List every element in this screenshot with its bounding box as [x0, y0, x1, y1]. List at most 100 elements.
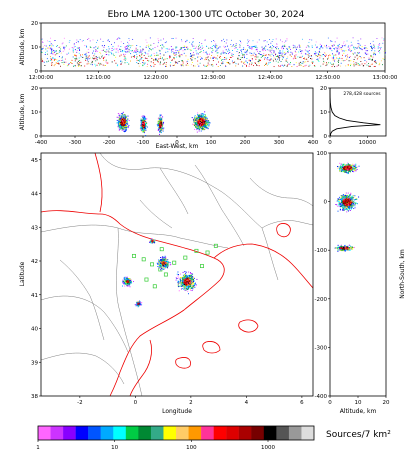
time-source-point [363, 48, 365, 50]
time-source-point [371, 46, 373, 48]
map-source-point [187, 276, 189, 278]
ns-source-point [352, 167, 354, 169]
time-source-point [169, 56, 171, 58]
time-source-point [165, 65, 167, 67]
time-source-point [217, 55, 219, 57]
ew-source-point [119, 127, 121, 129]
time-source-point [337, 64, 339, 66]
map-source-point [156, 262, 158, 264]
time-source-point [99, 64, 101, 66]
time-source-point [135, 47, 137, 49]
ew-source-point [140, 118, 142, 120]
ew-source-point [142, 126, 144, 128]
time-source-point [53, 60, 55, 62]
time-source-point [51, 49, 53, 51]
time-source-point [269, 46, 271, 48]
time-axes: 12:00:00 12:10:00 12:20:00 12:30:00 12:40:00… [29, 21, 398, 81]
time-source-point [129, 39, 130, 41]
time-source-point [357, 64, 359, 66]
time-source-point [307, 51, 309, 53]
ew-source-point [121, 121, 123, 123]
time-y-tick-label: 20 [31, 21, 38, 27]
map-source-point [169, 264, 171, 266]
ew-source-point [125, 122, 127, 124]
ew-source-point [128, 120, 130, 122]
ew-source-point [159, 133, 161, 135]
time-source-point [338, 53, 340, 55]
time-source-point [307, 60, 309, 62]
ew-source-point [124, 117, 126, 119]
time-source-point [360, 60, 362, 62]
map-source-point [167, 264, 169, 266]
time-source-point [41, 60, 43, 62]
time-source-point [371, 47, 372, 49]
time-source-point [54, 40, 56, 41]
ew-source-point [161, 123, 163, 125]
time-source-point [57, 45, 58, 47]
ew-source-point [160, 118, 162, 120]
time-source-point [343, 60, 345, 62]
time-source-point [176, 52, 177, 54]
map-source-point [184, 281, 186, 283]
time-source-point [145, 39, 147, 41]
ew-source-point [141, 125, 143, 127]
time-source-point [54, 54, 56, 56]
time-source-point [161, 58, 163, 60]
ew-source-point [143, 117, 145, 119]
time-source-point [269, 39, 271, 41]
time-source-point [223, 53, 225, 54]
map-source-point [167, 267, 169, 269]
time-source-point [186, 61, 188, 63]
time-source-point [157, 42, 159, 44]
ew-source-point [127, 127, 129, 129]
time-source-point [56, 45, 57, 47]
time-source-point [114, 48, 116, 50]
map-source-point [161, 258, 163, 260]
time-source-point [270, 55, 272, 57]
time-source-point [95, 58, 97, 60]
time-source-point [149, 48, 151, 50]
time-source-point [87, 59, 89, 61]
time-source-point [182, 64, 184, 66]
map-source-point [129, 286, 131, 288]
time-source-point [57, 60, 59, 62]
time-source-point [59, 50, 61, 52]
time-source-point [170, 62, 172, 64]
time-source-point [315, 52, 317, 54]
ew-source-point [121, 125, 123, 127]
time-source-point [204, 65, 206, 67]
map-source-point [182, 279, 184, 281]
time-source-point [116, 39, 118, 40]
time-source-point [374, 53, 376, 55]
time-source-point [211, 57, 213, 59]
time-source-point [95, 57, 97, 59]
time-source-point [338, 62, 339, 63]
time-source-point [256, 64, 257, 66]
ew-source-point [194, 119, 196, 121]
ew-source-point [205, 126, 207, 128]
time-source-point [198, 44, 200, 46]
time-source-point [178, 55, 180, 57]
time-source-point [139, 59, 141, 61]
ew-source-point [194, 128, 196, 130]
time-source-point [322, 63, 324, 65]
time-source-point [108, 46, 110, 48]
time-source-point [163, 59, 165, 61]
map-source-point [164, 258, 166, 260]
time-source-point [106, 49, 108, 51]
time-source-point [111, 43, 112, 45]
map-source-point [161, 261, 163, 263]
time-source-point [325, 54, 327, 56]
map-source-point [192, 286, 194, 288]
time-source-point [104, 50, 106, 52]
map-source-point [162, 261, 164, 263]
time-source-point [104, 45, 105, 46]
ew-source-point [120, 125, 122, 127]
time-source-point [364, 45, 366, 46]
ew-source-point [204, 119, 206, 121]
time-source-point [64, 49, 66, 51]
ns-source-point [347, 173, 349, 175]
map-source-point [124, 285, 126, 287]
time-source-point [175, 62, 177, 64]
time-source-point [74, 60, 76, 62]
